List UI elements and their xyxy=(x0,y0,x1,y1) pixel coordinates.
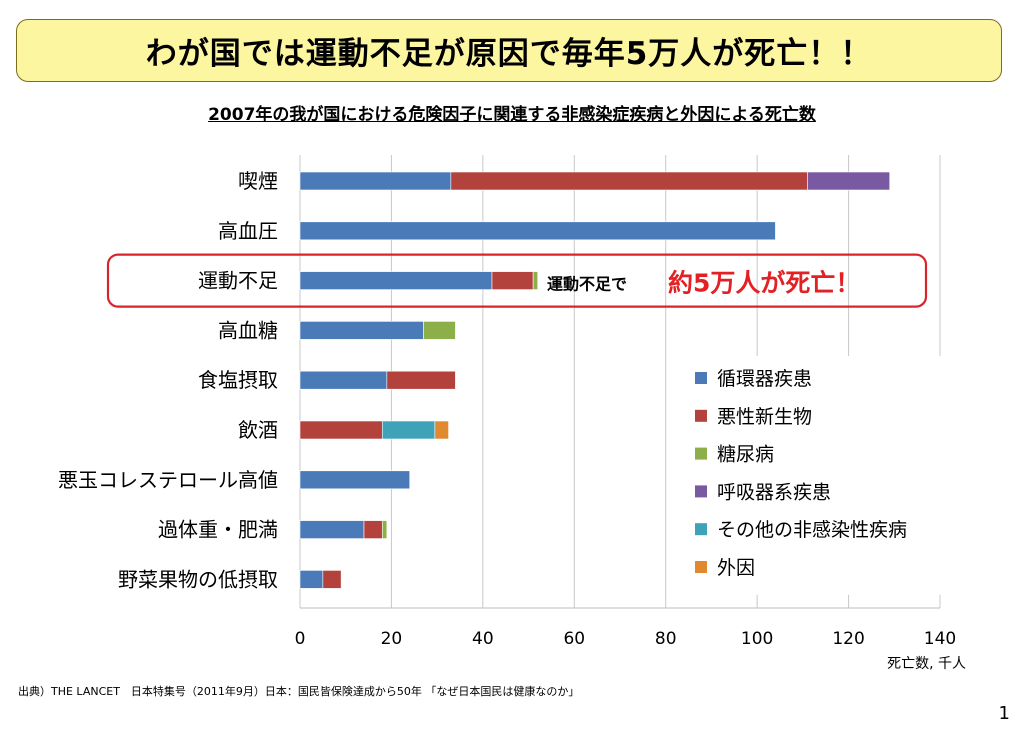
category-label: 高血糖 xyxy=(218,318,278,342)
category-label: 食塩摂取 xyxy=(198,368,278,392)
bar-segment xyxy=(299,321,424,340)
category-label: 野菜果物の低摂取 xyxy=(118,567,278,591)
bar-segment xyxy=(299,370,388,390)
bar-segment xyxy=(491,271,534,290)
legend-swatch xyxy=(695,447,707,460)
legend-label: 悪性新生物 xyxy=(717,406,812,428)
legend-swatch xyxy=(695,561,707,573)
bar-segment xyxy=(450,171,808,191)
annotation-prefix: 運動不足で xyxy=(547,275,627,294)
legend-label: 循環器疾患 xyxy=(717,368,812,390)
bar-segment xyxy=(381,520,388,539)
banner-title: わが国では運動不足が原因で毎年5万人が死亡！！ xyxy=(16,19,1002,82)
bar-segment xyxy=(423,321,456,340)
x-tick-label: 80 xyxy=(655,629,677,649)
legend-label: 外因 xyxy=(717,557,755,579)
legend-swatch xyxy=(695,523,707,536)
legend-swatch xyxy=(695,485,707,498)
legend-background xyxy=(687,356,962,595)
bar-segment xyxy=(434,420,449,440)
bar-segment xyxy=(299,171,452,191)
bar-segment xyxy=(386,370,456,390)
category-label: 運動不足 xyxy=(198,269,278,293)
page-number: 1 xyxy=(998,703,1010,724)
category-label: 過体重・肥満 xyxy=(158,518,278,542)
x-tick-label: 40 xyxy=(472,629,494,649)
bar-segment xyxy=(532,271,539,290)
x-axis-label: 死亡数, 千人 xyxy=(887,656,966,672)
bar-segment xyxy=(299,221,776,241)
bar-segment xyxy=(807,171,891,191)
category-label: 悪玉コレステロール高値 xyxy=(58,468,278,492)
bar-segment xyxy=(322,570,342,589)
source-citation: 出典）THE LANCET 日本特集号（2011年9月）日本：国民皆保険達成から… xyxy=(18,685,580,698)
category-label: 喫煙 xyxy=(238,169,278,193)
x-tick-label: 60 xyxy=(563,629,585,649)
banner-title-text: わが国では運動不足が原因で毎年5万人が死亡！！ xyxy=(145,36,873,72)
category-label: 飲酒 xyxy=(238,418,278,442)
legend-swatch xyxy=(695,409,707,422)
category-label: 高血圧 xyxy=(218,219,278,243)
legend-swatch xyxy=(695,372,707,384)
legend-label: その他の非感染性疾病 xyxy=(717,519,907,541)
x-tick-label: 0 xyxy=(295,629,306,649)
bar-segment xyxy=(299,570,324,589)
chart-title: 2007年の我が国における危険因子に関連する非感染症疾病と外因による死亡数 xyxy=(208,105,816,125)
x-tick-label: 120 xyxy=(832,629,864,649)
x-tick-label: 140 xyxy=(924,629,956,649)
bar-segment xyxy=(299,520,365,539)
x-tick-label: 20 xyxy=(381,629,403,649)
bar-segment xyxy=(299,420,383,440)
legend-label: 呼吸器系疾患 xyxy=(717,481,831,503)
highlight-frame xyxy=(106,253,928,308)
bar-segment xyxy=(299,271,493,290)
annotation-emphasis: 約5万人が死亡！ xyxy=(668,269,860,298)
x-tick-label: 100 xyxy=(741,629,773,649)
bar-segment xyxy=(381,420,436,440)
legend-label: 糖尿病 xyxy=(717,444,774,466)
bar-segment xyxy=(299,470,411,490)
bar-segment xyxy=(363,520,383,539)
